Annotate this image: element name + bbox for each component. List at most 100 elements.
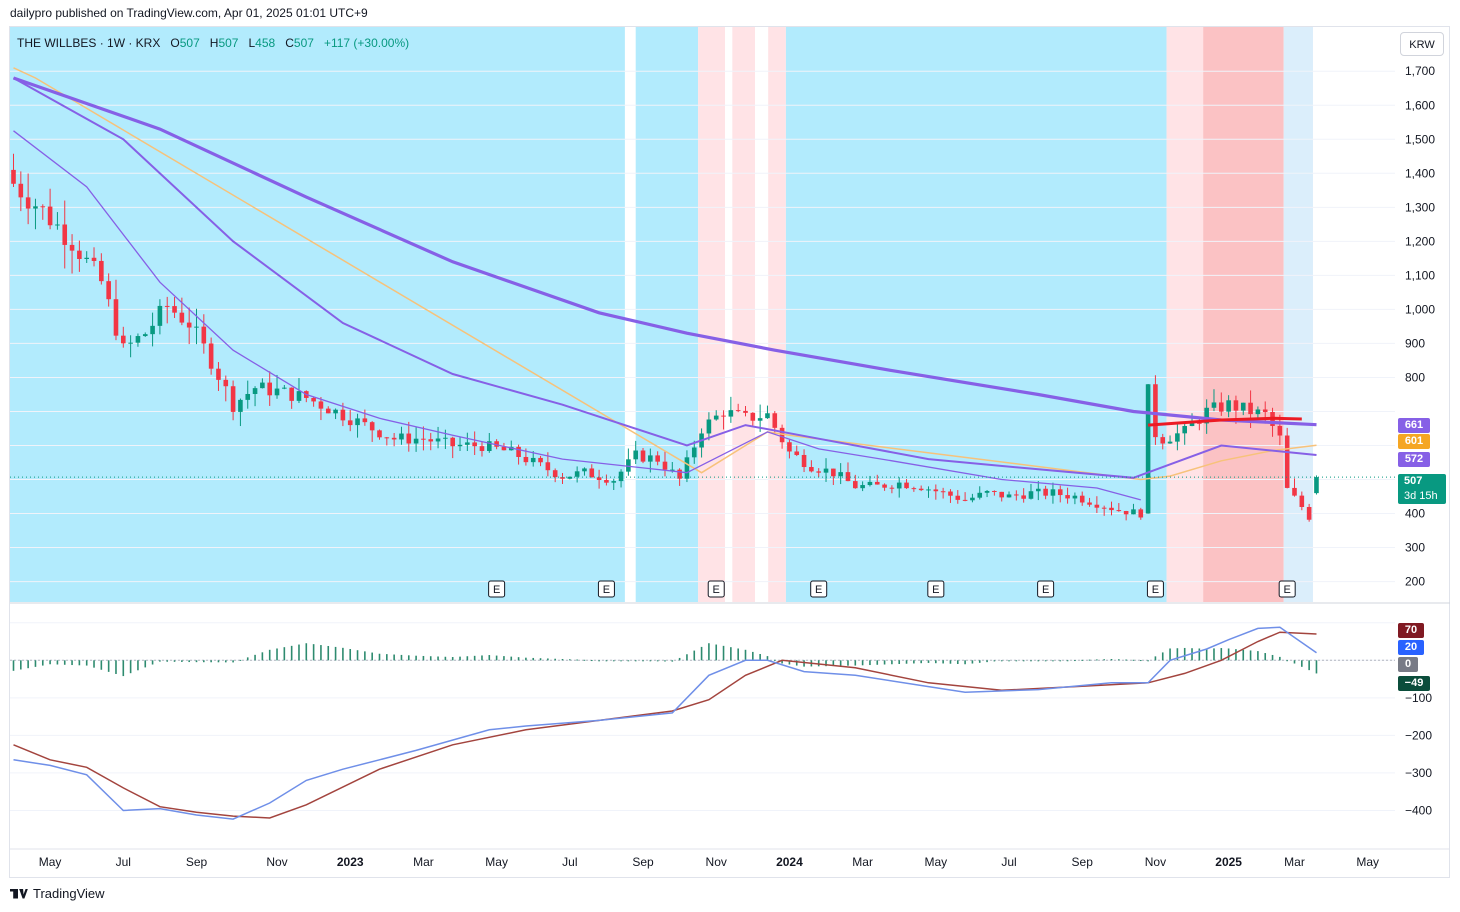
price-axis-label: 1,400 xyxy=(1405,166,1435,180)
macd-histogram-bar xyxy=(1139,660,1142,662)
candle-body xyxy=(267,382,272,396)
candle-body xyxy=(831,468,836,477)
candle-body xyxy=(750,412,756,421)
macd-histogram-bar xyxy=(144,660,147,668)
candle-body xyxy=(47,206,53,226)
candle-body xyxy=(208,343,214,369)
candle-body xyxy=(860,485,865,489)
macd-histogram-bar xyxy=(1220,648,1223,661)
macd-histogram-bar xyxy=(195,660,198,663)
time-axis-label: 2023 xyxy=(337,855,364,869)
earnings-marker[interactable] xyxy=(597,580,615,598)
macd-histogram-bar xyxy=(444,656,447,661)
earnings-marker[interactable] xyxy=(707,580,725,598)
currency-button[interactable]: KRW xyxy=(1400,32,1444,56)
macd-histogram-bar xyxy=(605,660,608,662)
candle-body xyxy=(121,335,126,344)
macd-axis-label: −100 xyxy=(1405,691,1432,705)
macd-histogram-bar xyxy=(715,644,718,661)
macd-histogram-bar xyxy=(612,660,615,662)
candle-body xyxy=(589,468,595,478)
candle-body xyxy=(1050,489,1056,496)
candle-body xyxy=(691,447,697,458)
time-axis-label: Nov xyxy=(1145,855,1166,869)
macd-histogram-bar xyxy=(122,660,125,677)
candle-body xyxy=(1006,494,1012,498)
macd-histogram-bar xyxy=(246,657,249,661)
macd-histogram-bar xyxy=(547,658,549,661)
macd-histogram-bar xyxy=(342,647,344,661)
price-axis-label: 1,200 xyxy=(1405,234,1435,248)
macd-histogram-bar xyxy=(71,660,73,666)
candle-body xyxy=(84,257,89,259)
earnings-marker[interactable] xyxy=(488,580,506,598)
candle-body xyxy=(487,441,492,451)
candle-body xyxy=(582,468,587,472)
macd-histogram-bar xyxy=(649,660,652,662)
time-axis-label: Sep xyxy=(632,855,654,869)
macd-histogram-bar xyxy=(927,660,930,663)
symbol-name[interactable]: THE WILLBES · 1W · KRX xyxy=(17,36,161,50)
low-label: L xyxy=(248,36,256,50)
macd-histogram-bar xyxy=(634,660,637,662)
macd-histogram-bar xyxy=(371,652,373,661)
earnings-marker[interactable] xyxy=(1278,580,1296,598)
macd-histogram-bar xyxy=(1037,660,1040,662)
candle-body xyxy=(318,401,324,409)
macd-histogram-bar xyxy=(773,659,776,661)
macd-histogram-bar xyxy=(34,660,37,667)
macd-histogram-bar xyxy=(1271,654,1274,661)
candle-body xyxy=(252,388,258,394)
price-axis-label: 400 xyxy=(1405,507,1425,521)
macd-histogram-bar xyxy=(378,653,381,661)
candle-body xyxy=(977,492,983,498)
candle-body xyxy=(33,206,38,209)
background-zone xyxy=(785,27,1167,602)
price-axis-label: 1,100 xyxy=(1405,268,1435,282)
macd-histogram-bar xyxy=(305,643,308,661)
macd-histogram-bar xyxy=(327,645,330,661)
time-axis-label: May xyxy=(485,855,508,869)
macd-histogram-bar xyxy=(766,656,769,661)
price-axis-label: 1,300 xyxy=(1405,200,1435,214)
candle-body xyxy=(333,409,338,414)
candle-body xyxy=(325,408,331,414)
earnings-marker[interactable] xyxy=(810,580,828,598)
tradingview-brand[interactable]: TradingView xyxy=(10,886,105,901)
candle-body xyxy=(362,418,368,423)
candle-body xyxy=(530,457,536,463)
macd-histogram-bar xyxy=(181,660,183,662)
macd-histogram-bar xyxy=(312,644,315,661)
candle-body xyxy=(296,391,302,401)
macd-histogram-bar xyxy=(525,657,527,661)
candle-body xyxy=(604,479,609,483)
candle-body xyxy=(706,419,712,434)
price-axis-label: 800 xyxy=(1405,370,1425,384)
macd-histogram-bar xyxy=(517,657,520,661)
macd-histogram-bar xyxy=(576,659,578,661)
candle-body xyxy=(970,497,975,501)
earnings-marker[interactable] xyxy=(927,580,945,598)
macd-histogram-bar xyxy=(210,660,212,663)
macd-histogram-bar xyxy=(795,660,798,666)
low-value: 458 xyxy=(255,36,276,50)
macd-histogram-bar xyxy=(115,660,117,674)
macd-histogram-bar xyxy=(847,660,849,666)
macd-histogram-bar xyxy=(290,645,293,661)
macd-histogram-bar xyxy=(78,660,81,666)
earnings-marker[interactable] xyxy=(1146,580,1164,598)
macd-histogram-bar xyxy=(451,657,454,661)
candle-body xyxy=(1160,437,1166,444)
earnings-marker-label: E xyxy=(815,584,822,596)
candle-body xyxy=(186,322,192,328)
earnings-marker[interactable] xyxy=(1037,580,1055,598)
candle-body xyxy=(384,437,390,439)
macd-histogram-bar xyxy=(1008,660,1010,662)
candle-body xyxy=(282,387,287,389)
candle-body xyxy=(106,281,111,300)
candle-body xyxy=(406,433,412,444)
candle-body xyxy=(1262,409,1268,413)
orange-ma-price-tag: 601 xyxy=(1398,434,1430,449)
candle-body xyxy=(1292,487,1297,496)
